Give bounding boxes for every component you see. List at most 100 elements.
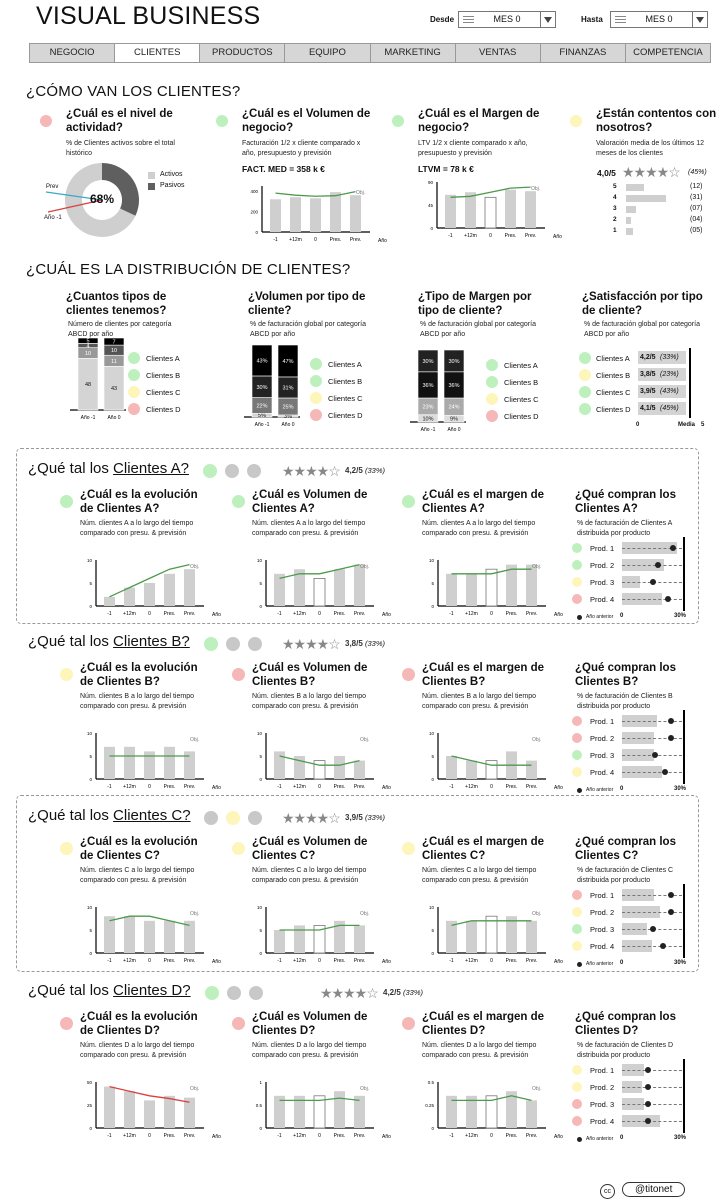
- chevron-down-icon[interactable]: [540, 12, 555, 27]
- group-question: ¿Cuál es Volumen de Clientes D?: [252, 1011, 368, 1037]
- trend-line: [451, 568, 532, 575]
- dist-desc: % de facturación global por categoría AB…: [250, 321, 366, 338]
- product-guide: [622, 1087, 682, 1088]
- tab-productos[interactable]: PRODUCTOS: [200, 44, 286, 62]
- group-question: ¿Qué compran los Clientes C?: [575, 836, 676, 862]
- y-tick: 0: [89, 951, 92, 956]
- author-handle[interactable]: @titonet: [622, 1182, 686, 1197]
- x-tick: Pres.: [164, 784, 176, 790]
- volume-chart: 0 0.5 1 -1 +12m 0 Pres. Prev. Año Obj.: [256, 1080, 391, 1140]
- rating-bar: [626, 184, 644, 191]
- prev-year-line: [47, 199, 103, 213]
- x-label: Año: [554, 959, 563, 965]
- x-tick: Prev.: [526, 1133, 537, 1139]
- bar: [184, 569, 195, 606]
- product-axis: [683, 710, 685, 784]
- year-tick: Año 0: [447, 427, 460, 433]
- overview-question: ¿Cuál es el Volumen de negocio?: [242, 108, 371, 134]
- status-dot: [216, 115, 228, 127]
- trend-line: [451, 920, 532, 927]
- prev-year-marker: [645, 1067, 651, 1073]
- status-dot: [226, 637, 240, 651]
- donut-slice-pasivos: [102, 163, 139, 216]
- desde-select[interactable]: MES 0: [458, 11, 556, 28]
- tab-marketing[interactable]: MARKETING: [371, 44, 456, 62]
- chevron-down-icon[interactable]: [692, 12, 707, 27]
- prev-year-marker: [645, 1101, 651, 1107]
- obj-label: Obj.: [190, 737, 199, 743]
- hasta-value: MES 0: [645, 14, 673, 24]
- product-dot: [572, 733, 582, 743]
- bar: [446, 573, 457, 606]
- tab-finanzas[interactable]: FINANZAS: [541, 44, 626, 62]
- prev-year-marker: [660, 943, 666, 949]
- desde-label: Desde: [430, 15, 455, 24]
- tab-ventas[interactable]: VENTAS: [456, 44, 541, 62]
- x-tick: 0: [314, 237, 317, 243]
- rating-pct: (45%): [688, 169, 707, 176]
- tab-clientes[interactable]: CLIENTES: [115, 44, 201, 62]
- bar: [466, 920, 477, 953]
- bar: [334, 756, 345, 779]
- sat-label: Clientes C: [596, 388, 631, 397]
- sat-value: 3,8/5: [640, 371, 656, 378]
- x-tick: Prev.: [354, 958, 365, 964]
- prev-year-marker: [668, 718, 674, 724]
- y-tick: 0: [431, 951, 434, 956]
- hasta-select[interactable]: MES 0: [610, 11, 708, 28]
- rating-count: (07): [690, 205, 703, 212]
- stack-label: 43: [111, 386, 117, 392]
- axis-0: 0: [620, 786, 624, 792]
- overview-desc: LTV 1/2 x cliente comparado x año, presu…: [418, 140, 528, 157]
- tab-equipo[interactable]: EQUIPO: [285, 44, 371, 62]
- group-title: ¿Qué tal los Clientes A?: [28, 460, 189, 477]
- x-tick: Pres.: [506, 1133, 518, 1139]
- tab-competencia[interactable]: COMPETENCIA: [633, 47, 703, 58]
- group-desc: Núm. clientes B a lo largo del tiempo co…: [80, 693, 194, 710]
- bar: [334, 920, 345, 953]
- rating-score: 4,0/5: [597, 168, 616, 178]
- bar: [485, 915, 498, 954]
- margin-chart: 0 5 10 -1 +12m 0 Pres. Prev. Año Obj.: [429, 905, 563, 965]
- x-label: Año: [554, 1134, 563, 1140]
- x-tick: Pres.: [334, 784, 346, 790]
- x-tick: -1: [449, 958, 454, 964]
- prev-year-marker: [668, 892, 674, 898]
- donut-label-year: Año -1: [44, 215, 62, 221]
- bar: [124, 587, 135, 606]
- group-title-link[interactable]: Clientes C?: [113, 807, 191, 824]
- legend-swatch: [148, 172, 155, 179]
- star-level: 4: [613, 194, 617, 201]
- y-tick: 5: [259, 754, 262, 759]
- status-dot: [392, 115, 404, 127]
- product-dot: [572, 1116, 582, 1126]
- obj-label: Obj.: [356, 190, 365, 196]
- status-dot: [60, 1017, 73, 1030]
- star-level: 2: [613, 216, 617, 223]
- product-dot: [572, 594, 582, 604]
- product-label: Prod. 2: [590, 908, 615, 917]
- group-title-link[interactable]: Clientes A?: [113, 460, 189, 477]
- bar: [274, 573, 285, 606]
- x-tick: Prev.: [354, 1133, 365, 1139]
- status-dot: [40, 115, 52, 127]
- stack-label: 25%: [282, 404, 293, 410]
- bar: [294, 925, 305, 953]
- product-guide: [622, 912, 682, 913]
- bar: [334, 1091, 345, 1128]
- star-level: 1: [613, 227, 617, 234]
- status-dot: [249, 986, 263, 1000]
- obj-label: Obj.: [532, 564, 541, 570]
- legend-label: Año anterior: [586, 961, 614, 967]
- product-label: Prod. 3: [590, 1100, 615, 1109]
- x-tick: 0: [148, 784, 151, 790]
- y-tick: 0.5: [256, 1103, 263, 1108]
- group-title-link[interactable]: Clientes D?: [113, 982, 191, 999]
- stack-seg: [443, 349, 465, 373]
- margin-chart: 0 45 90 -1 +12m 0 Pres. Prev. Año Obj.: [428, 180, 562, 240]
- tab-negocio[interactable]: NEGOCIO: [30, 44, 116, 62]
- group-title-link[interactable]: Clientes B?: [113, 633, 190, 650]
- overview-desc: Facturación 1/2 x cliente comparado x añ…: [242, 140, 361, 157]
- margin-chart: 0 5 10 -1 +12m 0 Pres. Prev. Año Obj.: [429, 731, 563, 791]
- x-label: Año: [382, 959, 391, 965]
